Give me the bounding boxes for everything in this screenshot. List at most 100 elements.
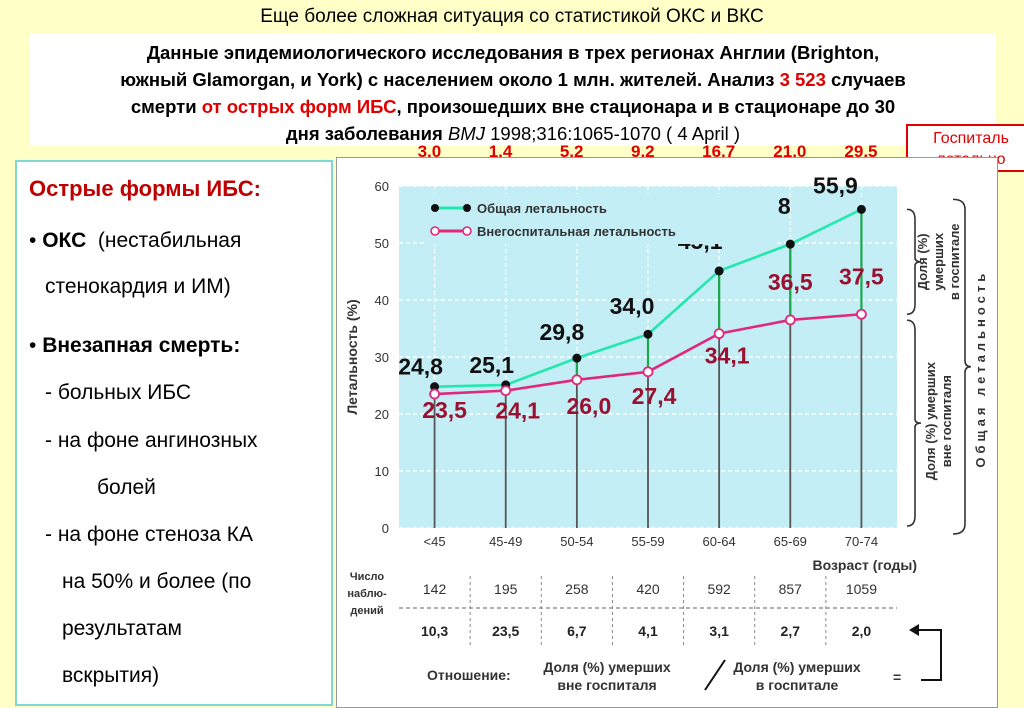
legend-total-marker bbox=[431, 204, 439, 212]
outhospital-mortality-point bbox=[429, 388, 440, 400]
outhospital-share-label: Доля (%) умерших bbox=[923, 361, 938, 480]
legend-box bbox=[427, 194, 777, 244]
info-line-1: Данные эпидемиологического исследования … bbox=[146, 42, 880, 63]
outhospital-mortality-label: 24,1 bbox=[495, 398, 540, 424]
ratio-value: 23,5 bbox=[492, 623, 519, 639]
x-tick-label: 50-54 bbox=[560, 534, 593, 549]
ratio-denominator: Доля (%) умерших bbox=[733, 659, 861, 675]
observation-count: 420 bbox=[636, 581, 660, 597]
observations-label: Число bbox=[350, 571, 384, 583]
total-mortality-label: 55,9 bbox=[813, 172, 858, 198]
hospital-share-brace bbox=[906, 208, 922, 316]
observation-count: 195 bbox=[494, 581, 518, 597]
total-mortality-point bbox=[572, 353, 582, 363]
observation-count: 258 bbox=[565, 581, 589, 597]
x-tick-label: 60-64 bbox=[703, 534, 736, 549]
total-mortality-side-label: Общая летальность bbox=[973, 270, 988, 468]
legend-total-label: Общая летальность bbox=[477, 201, 607, 216]
bullet-sudden-death: • Внезапная смерть: bbox=[29, 334, 241, 357]
hospital-share-label: умерших bbox=[931, 232, 946, 291]
hospital-ratio-label: 16,7 bbox=[702, 142, 736, 161]
y-tick-label: 60 bbox=[375, 179, 389, 194]
ratio-bracket bbox=[917, 629, 942, 681]
total-mortality-label: 24,8 bbox=[398, 354, 443, 380]
info-line-2: южный Glamorgan, и York) с населением ок… bbox=[120, 69, 906, 90]
outhospital-mortality-label: 23,5 bbox=[422, 397, 467, 423]
outhospital-mortality-point bbox=[500, 385, 512, 397]
ratio-strip: 3,0 1,4 5,2 9,2 16,7 21,0 29,5 bbox=[383, 142, 903, 164]
total-mortality-brace bbox=[952, 198, 972, 535]
acute-forms-text: от острых форм ИБС bbox=[201, 96, 397, 117]
y-tick-label: 50 bbox=[375, 236, 389, 251]
y-tick-label: 10 bbox=[375, 464, 389, 479]
legend-total-marker bbox=[463, 204, 471, 212]
hospital-ratio-label: 3,0 bbox=[417, 142, 442, 161]
x-tick-label: <45 bbox=[424, 534, 446, 549]
outhospital-mortality-label: 34,1 bbox=[705, 343, 750, 369]
info-line-3: смерти от острых форм ИБС, произошедших … bbox=[130, 96, 896, 117]
total-mortality-point bbox=[430, 382, 440, 392]
x-axis-title: Возраст (годы) bbox=[813, 557, 918, 573]
total-mortality-point bbox=[714, 266, 724, 276]
total-mortality-point bbox=[643, 329, 653, 339]
total-mortality-label: 29,8 bbox=[539, 319, 584, 345]
bullet-oks: • ОКС (нестабильная bbox=[29, 229, 242, 252]
outhospital-mortality-point bbox=[642, 366, 654, 378]
y-axis-title: Летальность (%) bbox=[344, 299, 360, 414]
chart-panel: 0 10 20 30 40 50 60 Летальность (%) <45 45-49 50-5… bbox=[336, 157, 998, 708]
mortality-chart: 0 10 20 30 40 50 60 Летальность (%) <45 45-49 50-5… bbox=[344, 172, 988, 693]
sub-item-3-line-3: результатам bbox=[62, 617, 182, 640]
ratio-bracket-arrow bbox=[909, 624, 919, 636]
ratio-caption: Отношение: bbox=[427, 667, 511, 683]
hospital-ratio-label: 21,0 bbox=[773, 142, 807, 161]
hospital-box-line-1: Госпиталь bbox=[933, 130, 1009, 147]
outhospital-mortality-label: 37,5 bbox=[839, 263, 884, 289]
outhospital-share-brace bbox=[906, 319, 922, 527]
hospital-ratio-label: 9,2 bbox=[631, 142, 655, 161]
observation-count: 857 bbox=[779, 581, 803, 597]
observations-label: дений bbox=[350, 605, 383, 617]
x-tick-label: 65-69 bbox=[774, 534, 807, 549]
acute-forms-panel: Острые формы ИБС: • ОКС (нестабильная ст… bbox=[15, 160, 333, 706]
y-tick-label: 30 bbox=[375, 350, 389, 365]
ratio-value: 10,3 bbox=[421, 623, 448, 639]
outhospital-mortality-point bbox=[571, 374, 583, 386]
ratio-value: 3,1 bbox=[709, 623, 729, 639]
total-mortality-point bbox=[856, 204, 866, 214]
legend-out-label: Внегоспитальная летальность bbox=[477, 224, 676, 239]
y-tick-label: 0 bbox=[382, 521, 389, 536]
ratio-equals: = bbox=[893, 669, 901, 685]
cases-count: 3 523 bbox=[779, 69, 826, 90]
ratio-value: 2,7 bbox=[781, 623, 801, 639]
sub-item-3-line-4: вскрытия) bbox=[62, 664, 160, 687]
sub-item-3: - на фоне стеноза КА bbox=[45, 523, 253, 546]
legend-out-marker bbox=[430, 226, 440, 236]
outhospital-mortality-label: 26,0 bbox=[566, 393, 611, 419]
hospital-ratio-label: 29,5 bbox=[844, 142, 878, 161]
x-tick-label: 45-49 bbox=[489, 534, 522, 549]
outhospital-mortality-label: 27,4 bbox=[632, 383, 677, 409]
outhospital-mortality-point bbox=[784, 314, 796, 326]
ratio-value: 4,1 bbox=[638, 623, 658, 639]
hospital-ratio-label: 5,2 bbox=[559, 142, 584, 161]
legend-out-marker bbox=[462, 226, 472, 236]
ratio-value: 6,7 bbox=[567, 623, 587, 639]
outhospital-mortality-label: 36,5 bbox=[768, 269, 813, 295]
hospital-share-label: Доля (%) bbox=[915, 233, 930, 290]
sub-item-2: - на фоне ангинозных bbox=[45, 429, 258, 452]
x-tick-label: 55-59 bbox=[631, 534, 664, 549]
slide-title: Еще более сложная ситуация со статистико… bbox=[260, 6, 764, 27]
info-line-4: дня заболевания BMJ 1998;316:1065-1070 (… bbox=[285, 123, 741, 144]
panel-heading: Острые формы ИБС: bbox=[29, 176, 261, 201]
total-mortality-label: 25,1 bbox=[469, 352, 514, 378]
y-tick-label: 20 bbox=[375, 407, 389, 422]
observation-count: 142 bbox=[423, 581, 447, 597]
observation-count: 592 bbox=[707, 581, 731, 597]
ratio-slash bbox=[704, 659, 726, 691]
ratio-numerator: Доля (%) умерших bbox=[543, 659, 671, 675]
total-mortality-label: 34,0 bbox=[610, 293, 655, 319]
outhospital-share-label: вне госпиталя bbox=[939, 375, 954, 467]
x-tick-label: 70-74 bbox=[845, 534, 878, 549]
y-tick-label: 40 bbox=[375, 293, 389, 308]
hospital-share-label: в госпитале bbox=[947, 224, 962, 301]
